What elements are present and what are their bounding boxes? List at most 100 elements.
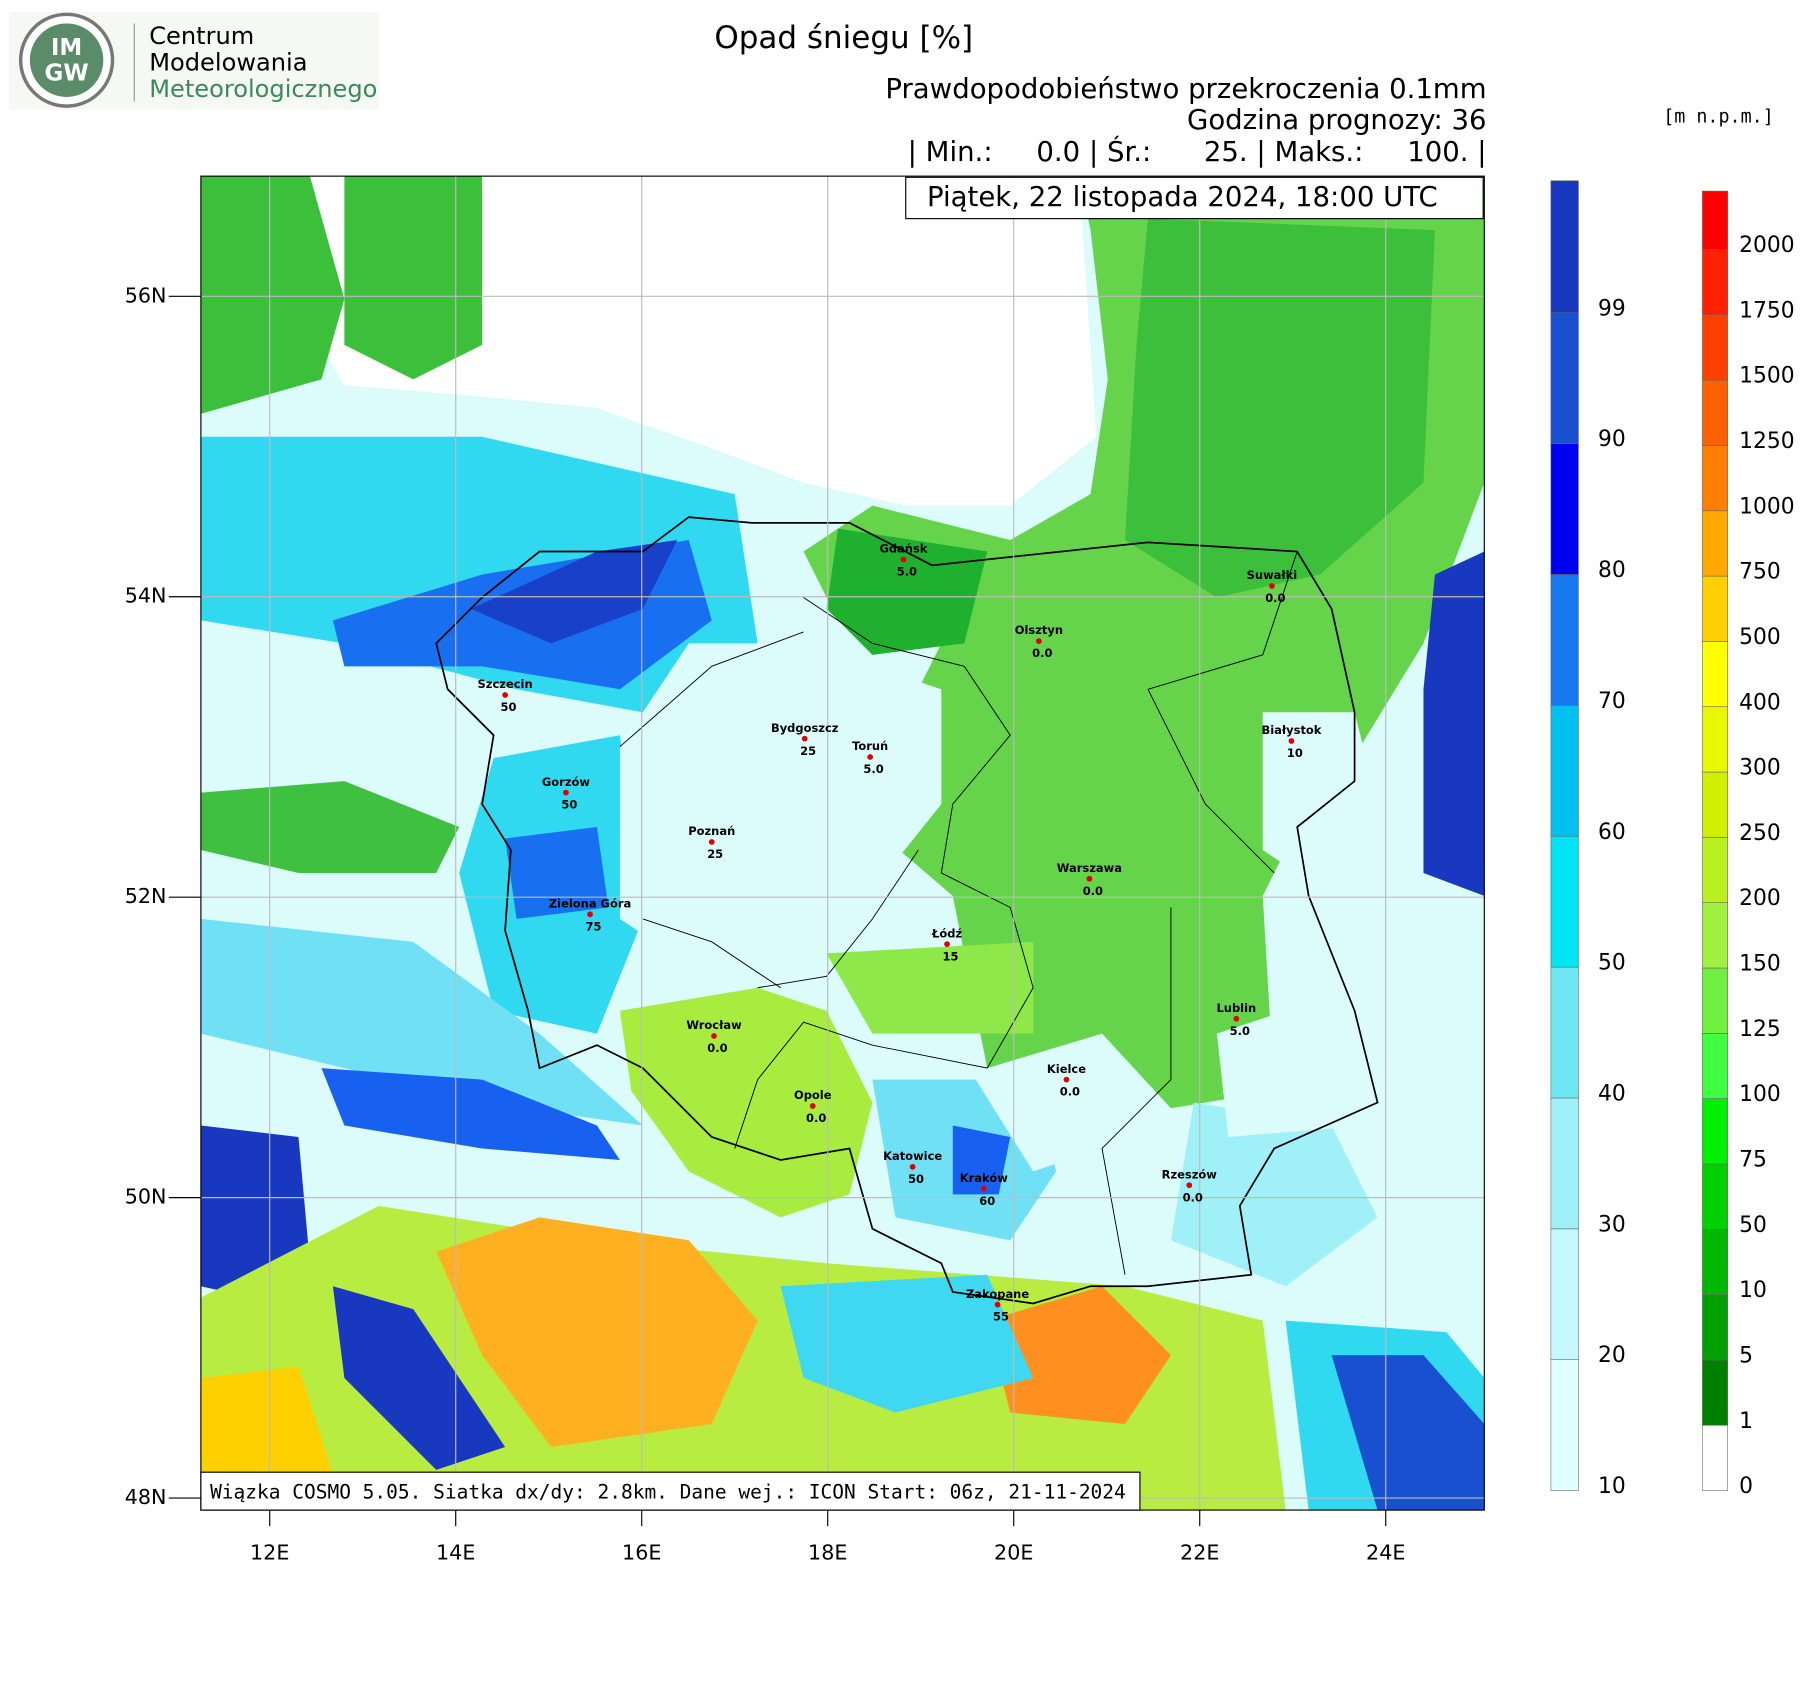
colorbar-segment [1702,249,1728,316]
org-name: Modelowania [149,49,307,77]
city-value: 5.0 [863,762,883,776]
colorbar-segment [1702,1359,1728,1426]
blue-band [505,827,609,919]
city-name: Gdańsk [879,542,927,556]
x-tick-label: 22E [1180,1541,1219,1565]
title: Opad śniegu [%] [714,20,973,56]
green-w [200,781,460,873]
city-value: 0.0 [707,1041,727,1055]
colorbar-segment [1702,706,1728,773]
blue-band [200,918,643,1126]
colorbar-label: 1000 [1739,494,1794,519]
city-marker [809,1103,816,1109]
city-marker [1036,638,1042,644]
city-marker [801,735,808,742]
logo-text: GW [45,60,89,86]
orange [987,1286,1171,1424]
green-dark [826,528,988,655]
orange [436,1217,758,1447]
colorbar-label: 1250 [1739,429,1794,454]
logo-text: IM [51,35,82,61]
colorbar-label: 2000 [1739,233,1794,258]
colorbar-label: 1750 [1739,298,1794,323]
green-s [826,941,1034,1034]
colorbar-segment [1702,1294,1728,1361]
city-marker [502,692,508,698]
cities: Gdańsk 5.0 Suwałki 0.0 Olsztyn 0.0 Szczecin 50 B… [478,542,1322,1324]
colorbar-segment [1702,837,1728,903]
logo: IM GW Centrum Modelowania Meteorologiczn… [9,11,379,110]
colorbar-label: 250 [1739,821,1781,846]
y-tick-label: 56N [125,283,167,307]
colorbar-segment [1550,312,1579,444]
colorbar-label: 750 [1739,560,1781,585]
x-tick-label: 12E [250,1541,289,1565]
city-marker [994,1301,1001,1308]
colorbar-label: 70 [1598,689,1626,714]
city-marker [1186,1182,1193,1189]
colorbar-segment [1550,180,1579,314]
city-marker [708,839,715,845]
blue-s [952,1125,1011,1195]
light-center [619,643,942,965]
colorbar-label: 125 [1739,1017,1781,1042]
voivodeship-borders [619,551,1298,1275]
colorbar-label: 90 [1598,427,1626,452]
colorbar-segment [1702,1033,1728,1099]
colorbar-label: 20 [1598,1343,1626,1368]
colorbar-segment [1702,902,1728,969]
colorbar-segment [1702,641,1728,708]
org-name: Meteorologicznego [149,75,377,103]
colorbar-segment [1702,967,1728,1034]
city-value: 50 [908,1172,924,1186]
city-value: 5.0 [1230,1024,1250,1038]
city-marker [867,754,874,760]
stats: | Min.: 0.0 | Śr.: 25. | Maks.: 100. | [908,134,1487,168]
colorbar-label: 60 [1598,820,1626,845]
light-s [975,1056,1103,1172]
colorbar-label: 150 [1739,952,1781,977]
date-box [905,176,1484,220]
colorbar-segment [1702,190,1728,250]
city-value: 0.0 [1265,591,1285,605]
colorbar-segment [1550,1097,1579,1230]
colorbar-label: 30 [1598,1212,1626,1237]
subtitle: Prawdopodobieństwo przekroczenia 0.1mm [885,73,1486,105]
blue-band [470,540,678,644]
green-s [619,987,873,1218]
city-name: Opole [794,1088,832,1102]
y-tick-label: 50N [125,1185,167,1209]
city-value: 55 [993,1310,1009,1324]
colorbar-label: 500 [1739,625,1781,650]
city-value: 0.0 [1032,646,1052,660]
city-name: Kielce [1047,1062,1086,1076]
city-name: Lublin [1216,1001,1256,1015]
colorbar-label: 0 [1739,1474,1753,1499]
colorbar-segment [1550,1228,1579,1360]
city-name: Szczecin [478,677,533,691]
city-marker [563,789,569,796]
colorbar-segment [1550,835,1579,968]
city-value: 0.0 [1060,1085,1080,1099]
grid: 12E 14E 16E 18E 20E 22E 24E 48N 50N 52N 54N 56N [125,176,1485,1565]
green-nw [200,176,345,414]
city-value: 60 [979,1194,995,1208]
colorbar-segment [1702,510,1728,577]
city-marker [1233,1015,1240,1022]
colorbar-segment [1702,314,1728,381]
blue-s [780,1274,1034,1413]
city-name: Zielona Góra [549,896,631,910]
y-tick-label: 48N [125,1485,167,1509]
city-name: Kraków [960,1171,1008,1185]
colorbar-label: 80 [1598,558,1626,583]
colorbar-label: 10 [1739,1278,1767,1303]
colorbar-label: 1500 [1739,364,1794,389]
city-value: 50 [501,700,517,714]
city-name: Gorzów [542,775,591,789]
colorbar-label: 400 [1739,690,1781,715]
colorbar-segment [1550,1359,1579,1491]
blue-se [1170,1102,1378,1287]
blue-east [1423,551,1485,896]
city-marker [909,1163,916,1170]
